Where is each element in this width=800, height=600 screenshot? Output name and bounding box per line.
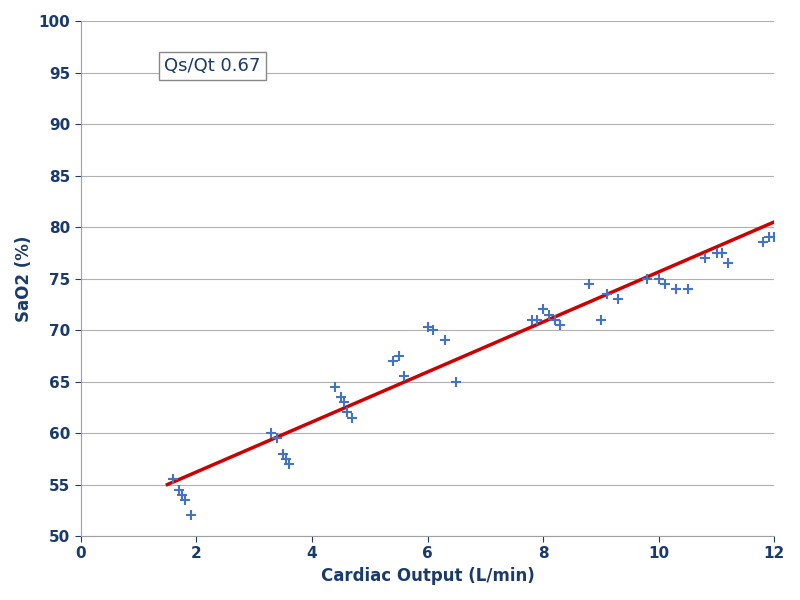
Point xyxy=(554,320,567,329)
Point xyxy=(427,325,440,335)
Text: Qs/Qt 0.67: Qs/Qt 0.67 xyxy=(164,57,260,75)
Point xyxy=(392,351,405,361)
Y-axis label: SaO2 (%): SaO2 (%) xyxy=(15,235,33,322)
Point xyxy=(386,356,399,366)
Point xyxy=(450,377,463,386)
Point xyxy=(768,233,781,242)
Point xyxy=(757,238,770,247)
Point xyxy=(531,315,544,325)
Point xyxy=(265,428,278,438)
Point xyxy=(329,382,342,391)
Point xyxy=(583,279,596,289)
Point xyxy=(421,322,434,332)
Point xyxy=(438,335,451,345)
Point xyxy=(682,284,694,293)
Point xyxy=(600,289,613,299)
Point xyxy=(548,315,561,325)
Point xyxy=(716,248,729,257)
Point xyxy=(279,454,292,464)
Point xyxy=(173,485,186,494)
Point xyxy=(178,495,191,505)
Point xyxy=(670,284,682,293)
Point xyxy=(698,253,711,263)
Point xyxy=(282,459,295,469)
Point xyxy=(340,407,353,417)
Point xyxy=(612,295,625,304)
Point xyxy=(658,279,671,289)
Point xyxy=(537,305,550,314)
Point xyxy=(525,315,538,325)
Point xyxy=(346,413,359,422)
Point xyxy=(542,310,555,319)
Point xyxy=(184,511,197,520)
Point xyxy=(334,392,347,402)
Point xyxy=(175,490,188,500)
Point xyxy=(722,258,734,268)
Point xyxy=(277,449,290,458)
Point xyxy=(652,274,665,283)
Point xyxy=(167,475,180,484)
Point xyxy=(271,433,284,443)
Point xyxy=(594,315,607,325)
Point xyxy=(338,397,350,407)
Point xyxy=(710,248,723,257)
X-axis label: Cardiac Output (L/min): Cardiac Output (L/min) xyxy=(321,567,534,585)
Point xyxy=(762,233,775,242)
Point xyxy=(641,274,654,283)
Point xyxy=(398,371,411,381)
